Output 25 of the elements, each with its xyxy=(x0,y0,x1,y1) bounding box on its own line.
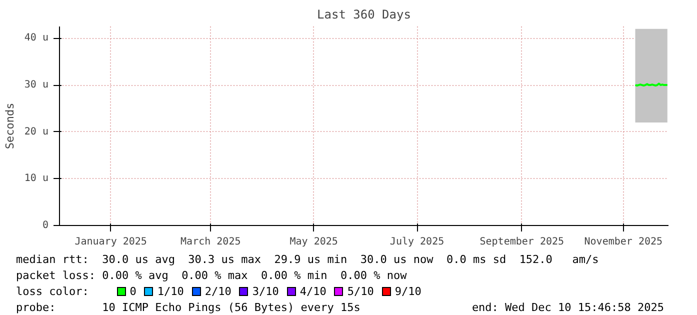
legend-label: 1/10 xyxy=(157,285,184,298)
text: probe: 10 ICMP Echo Pings (56 Bytes) every 15s xyxy=(16,300,360,315)
chart-title: Last 360 Days xyxy=(317,8,411,22)
legend-label: 5/10 xyxy=(347,285,374,298)
x-tick-label: November 2025 xyxy=(584,236,663,248)
y-axis-title: Seconds xyxy=(3,102,16,150)
y-tick-label: 40 u xyxy=(24,32,49,44)
y-tick-label: 30 u xyxy=(24,80,49,91)
text: end: Wed Dec 10 15:46:58 2025 xyxy=(472,300,664,315)
text: packet loss: 0.00 % avg 0.00 % max 0.00 % min 0.00 % now xyxy=(15,268,407,283)
legend-title: loss color: xyxy=(16,285,89,298)
y-tick-label: 0 xyxy=(42,220,49,231)
text: median rtt: 30.0 us avg 30.3 us max 29.9 us min 30.0 us now 0.0 ms sd 152.0 am/s xyxy=(15,252,599,267)
legend-label: 4/10 xyxy=(300,285,326,298)
legend-label: 2/10 xyxy=(204,285,232,298)
x-tick-label: July 2025 xyxy=(390,236,444,248)
x-tick-label: January 2025 xyxy=(74,236,147,248)
y-tick-label: 10 u xyxy=(24,173,49,184)
legend-label: 3/10 xyxy=(252,285,279,298)
x-tick-label: March 2025 xyxy=(180,236,241,248)
y-tick-label: 20 u xyxy=(24,126,49,138)
x-tick-label: May 2025 xyxy=(290,236,338,248)
x-tick-label: September 2025 xyxy=(480,236,564,248)
legend-label: 9/10 xyxy=(394,285,422,298)
legend-label: 0 xyxy=(130,285,136,298)
